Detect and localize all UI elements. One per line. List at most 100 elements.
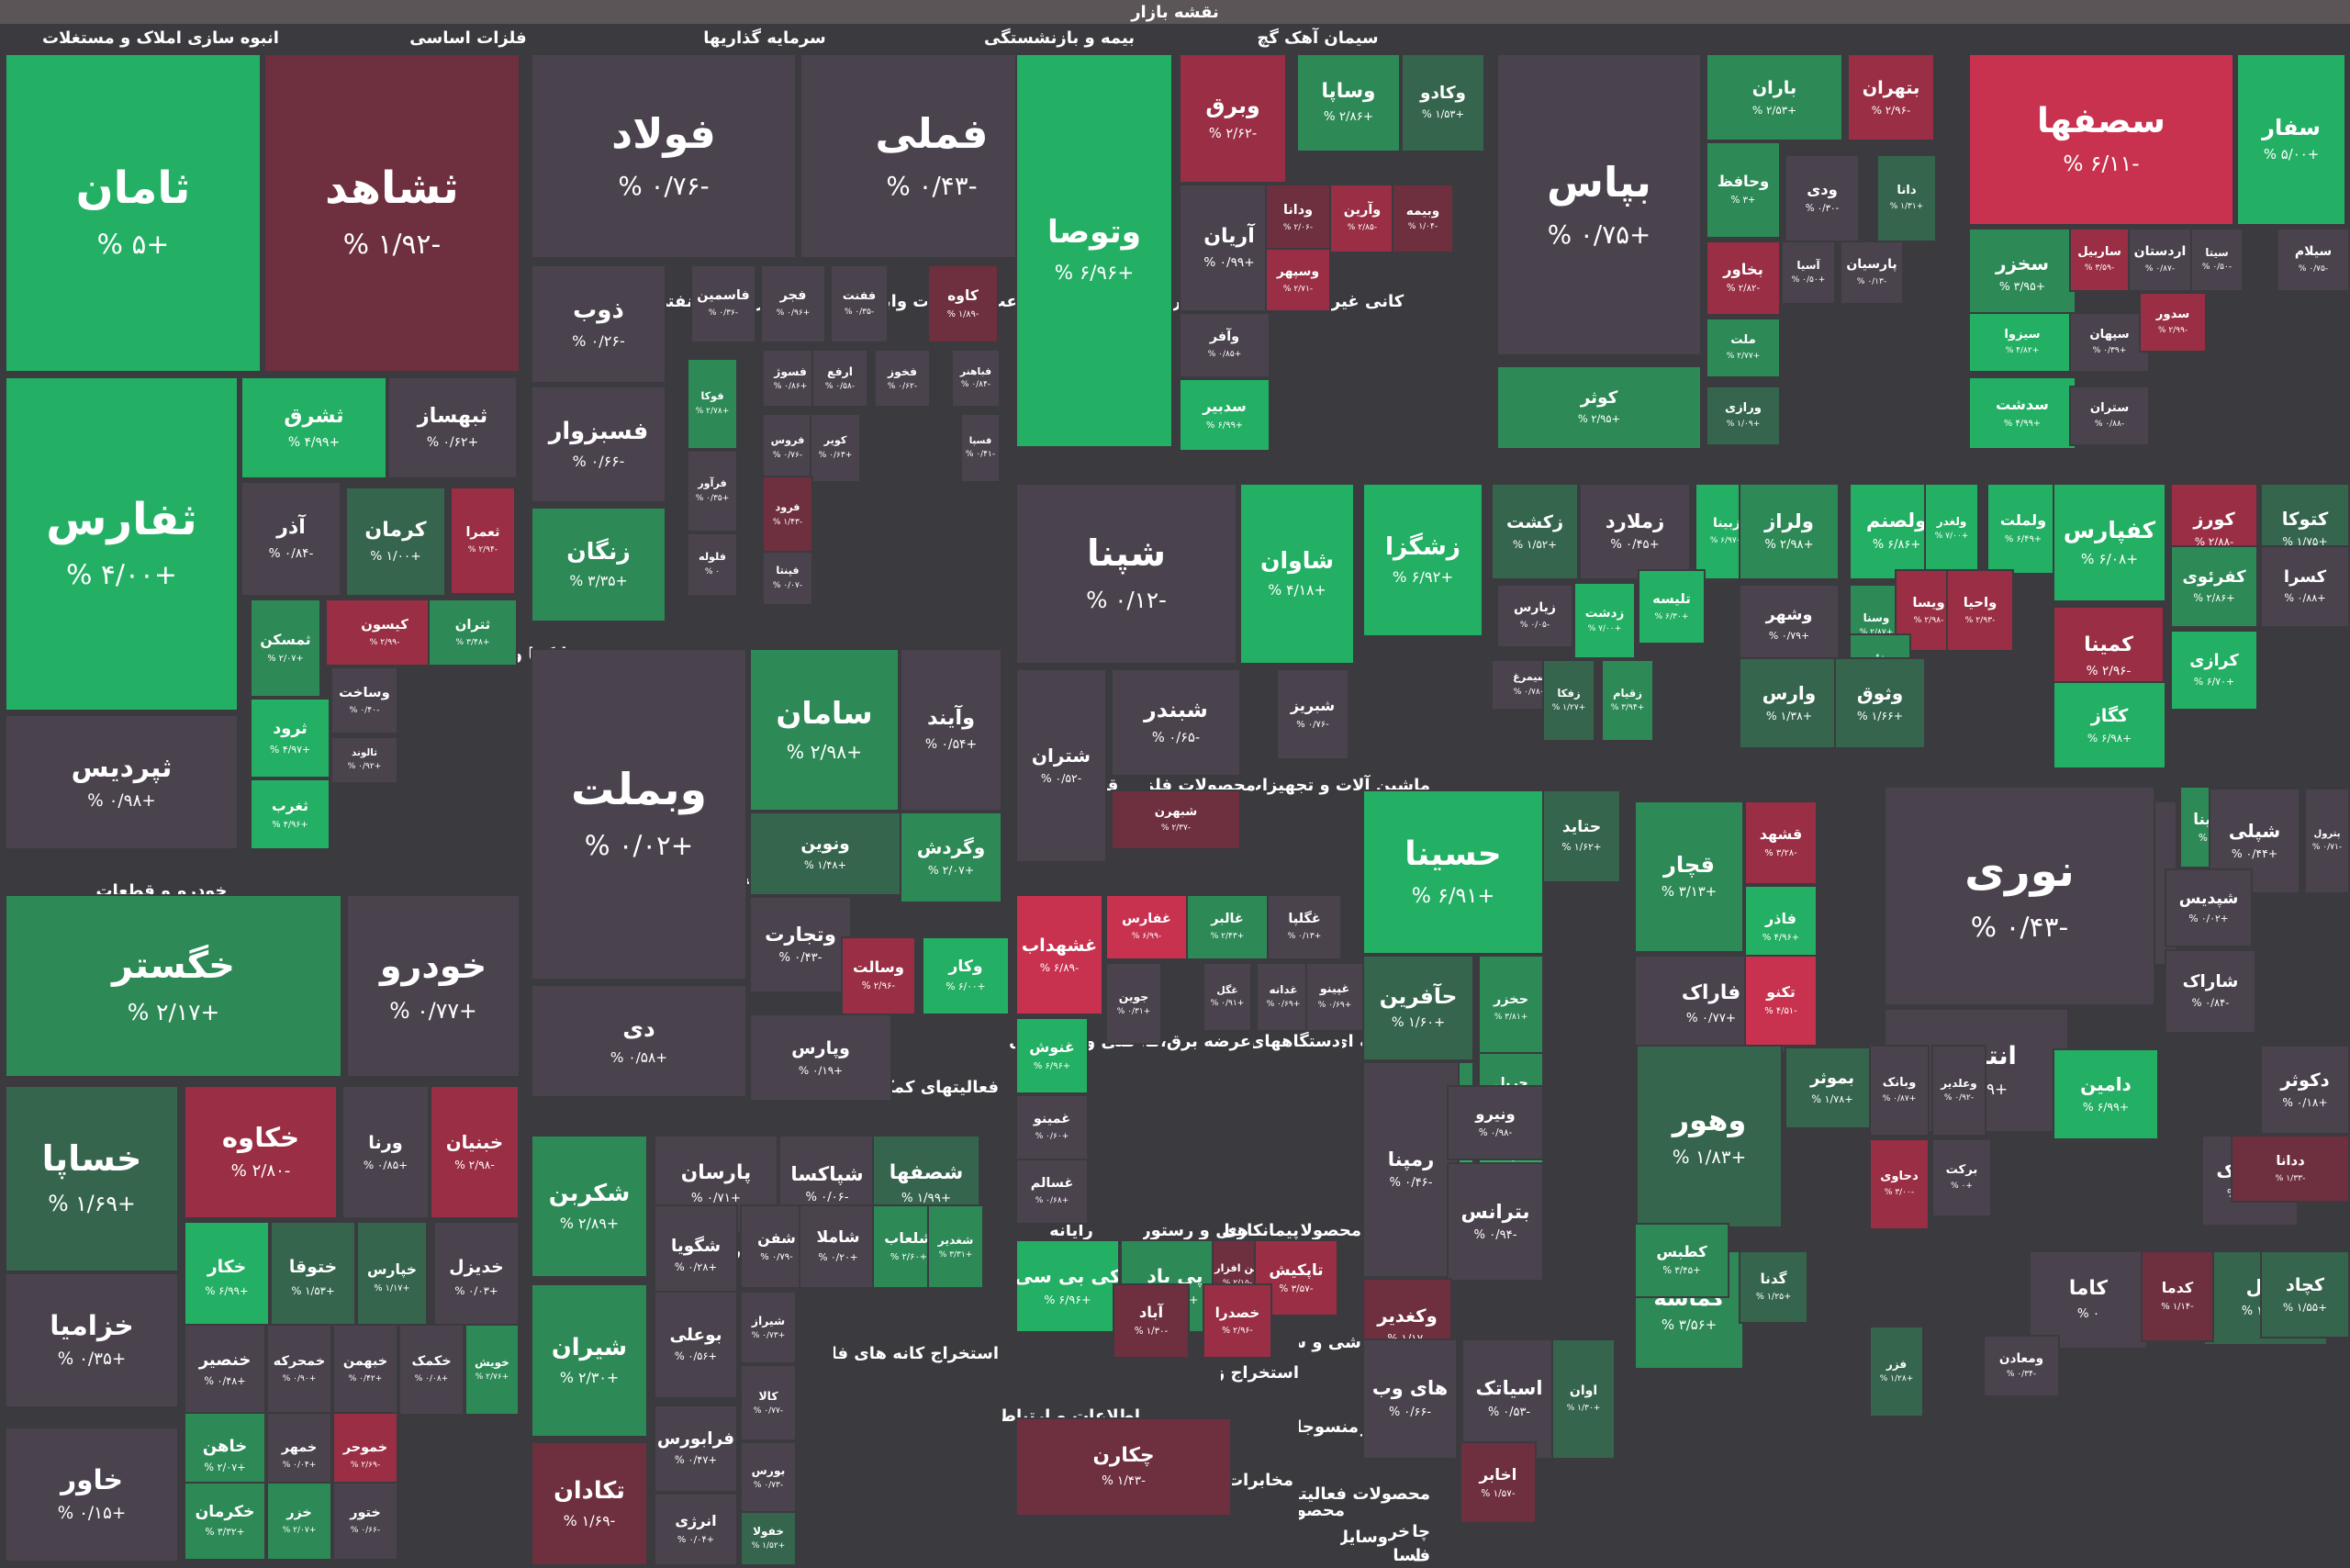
- stock-tile[interactable]: ددانا -۱/۳۳ %: [2231, 1135, 2350, 1203]
- stock-tile[interactable]: غنوش +۶/۹۶ %: [1015, 1017, 1089, 1094]
- stock-tile[interactable]: وارس +۱/۳۸ %: [1739, 657, 1840, 749]
- stock-tile[interactable]: زشگزا +۶/۹۲ %: [1362, 483, 1483, 637]
- stock-tile[interactable]: زدشت +۷/۰۰ %: [1573, 582, 1636, 659]
- stock-tile[interactable]: قچار +۳/۱۳ %: [1634, 801, 1744, 953]
- stock-tile[interactable]: فرآور +۰/۳۵ %: [687, 450, 738, 532]
- stock-tile[interactable]: سامان +۲/۹۸ %: [749, 648, 900, 812]
- stock-tile[interactable]: رمپنا -۰/۴۶ %: [1362, 1061, 1460, 1278]
- stock-tile[interactable]: دی +۰/۵۸ %: [531, 984, 747, 1098]
- stock-tile[interactable]: فرود -۱/۴۳ %: [762, 476, 813, 554]
- stock-tile[interactable]: ورنا +۰/۸۵ %: [341, 1085, 430, 1219]
- stock-tile[interactable]: خگستر +۲/۱۷ %: [5, 894, 342, 1078]
- stock-tile[interactable]: شکربن +۲/۸۹ %: [531, 1135, 648, 1278]
- stock-tile[interactable]: ثپردیس +۰/۹۸ %: [5, 714, 239, 850]
- stock-tile[interactable]: کویر +۰/۶۳ %: [810, 413, 861, 483]
- stock-tile[interactable]: کاوه -۱/۸۹ %: [927, 264, 999, 343]
- stock-tile[interactable]: انرژی +۰/۰۴ %: [654, 1493, 738, 1566]
- stock-tile[interactable]: واحیا -۲/۹۳ %: [1946, 569, 2014, 652]
- stock-tile[interactable]: شیران +۲/۳۰ %: [531, 1283, 648, 1438]
- stock-tile[interactable]: غدانه +۰/۶۹ %: [1256, 962, 1311, 1032]
- stock-tile[interactable]: ثبهساز +۰/۶۲ %: [387, 376, 518, 479]
- stock-tile[interactable]: خکار +۶/۹۹ %: [184, 1221, 270, 1335]
- stock-tile[interactable]: خدیزل +۰/۰۳ %: [433, 1221, 520, 1335]
- stock-tile[interactable]: غسالم +۰/۶۸ %: [1015, 1159, 1089, 1225]
- stock-tile[interactable]: سدور -۲/۹۹ %: [2139, 292, 2207, 353]
- stock-tile[interactable]: فسپا -۰/۴۱ %: [960, 413, 1001, 483]
- stock-tile[interactable]: کرمان +۱/۰۰ %: [345, 487, 446, 597]
- stock-tile[interactable]: کرازی +۶/۷۰ %: [2170, 630, 2258, 711]
- stock-tile[interactable]: ثغرب +۴/۹۶ %: [250, 778, 330, 850]
- stock-tile[interactable]: وتجارت -۰/۴۳ %: [749, 896, 852, 993]
- stock-tile[interactable]: غشهداب -۶/۸۹ %: [1015, 894, 1103, 1015]
- stock-tile[interactable]: پترول -۰/۷۱ %: [2304, 788, 2350, 894]
- stock-tile[interactable]: فپنتا -۰/۰۷ %: [762, 551, 813, 606]
- stock-tile[interactable]: خفولا +۱/۵۲ %: [740, 1511, 797, 1566]
- stock-tile[interactable]: سدشت +۴/۹۹ %: [1968, 376, 2076, 450]
- stock-tile[interactable]: شپنا -۰/۱۲ %: [1015, 483, 1237, 665]
- stock-tile[interactable]: خویش +۲/۷۶ %: [464, 1324, 520, 1416]
- stock-tile[interactable]: پارسیان -۰/۱۳ %: [1840, 241, 1904, 305]
- stock-tile[interactable]: خبهمن +۰/۴۲ %: [332, 1324, 398, 1416]
- stock-tile[interactable]: خکمک +۰/۰۸ %: [398, 1324, 464, 1416]
- stock-tile[interactable]: زکشت +۱/۵۲ %: [1491, 483, 1579, 580]
- stock-tile[interactable]: شغدیر +۳/۳۱ %: [927, 1204, 984, 1289]
- stock-tile[interactable]: زملارد +۰/۴۵ %: [1579, 483, 1691, 580]
- stock-tile[interactable]: بوعلی +۰/۵۶ %: [654, 1291, 738, 1399]
- stock-tile[interactable]: ثمسکن +۲/۰۷ %: [250, 599, 321, 698]
- stock-tile[interactable]: وبانک +۰/۸۷ %: [1869, 1045, 1930, 1137]
- stock-tile[interactable]: سصفها -۶/۱۱ %: [1968, 53, 2234, 226]
- stock-tile[interactable]: اردستان -۰/۸۷ %: [2128, 228, 2192, 292]
- stock-tile[interactable]: سپهان +۰/۳۹ %: [2069, 312, 2150, 373]
- stock-tile[interactable]: آسیا +۰/۵۰ %: [1781, 241, 1836, 305]
- stock-tile[interactable]: وشهر +۰/۷۹ %: [1739, 584, 1840, 665]
- stock-tile[interactable]: تکنو -۴/۵۱ %: [1744, 955, 1818, 1047]
- stock-tile[interactable]: آذر -۰/۸۴ %: [241, 481, 341, 597]
- stock-tile[interactable]: وثوق +۱/۶۶ %: [1834, 657, 1926, 749]
- stock-tile[interactable]: ملت +۲/۷۷ %: [1706, 318, 1781, 378]
- stock-tile[interactable]: کدما -۱/۱۴ %: [2141, 1250, 2214, 1342]
- stock-tile[interactable]: ورازی +۱/۰۹ %: [1706, 386, 1781, 446]
- stock-tile[interactable]: نوری -۰/۴۳ %: [1884, 786, 2155, 1006]
- stock-tile[interactable]: خکاوه -۲/۸۰ %: [184, 1085, 338, 1219]
- stock-tile[interactable]: خزامیا +۰/۳۵ %: [5, 1272, 179, 1408]
- stock-tile[interactable]: سخزر +۳/۹۵ %: [1968, 228, 2076, 319]
- stock-tile[interactable]: وحافظ +۳ %: [1706, 141, 1781, 239]
- stock-tile[interactable]: ختور -۰/۶۶ %: [332, 1482, 398, 1561]
- stock-tile[interactable]: شتران -۰/۵۲ %: [1015, 668, 1107, 863]
- stock-tile[interactable]: وسالت -۲/۹۶ %: [841, 936, 916, 1015]
- stock-tile[interactable]: چکارن -۱/۴۳ %: [1015, 1417, 1232, 1517]
- stock-tile[interactable]: تاپکیش -۳/۵۷ %: [1254, 1239, 1338, 1316]
- stock-tile[interactable]: خپارس +۱/۱۷ %: [356, 1221, 428, 1335]
- stock-tile[interactable]: دامین +۶/۹۹ %: [2053, 1048, 2159, 1140]
- stock-tile[interactable]: اسیاتک -۰/۵۳ %: [1461, 1338, 1557, 1460]
- stock-tile[interactable]: خنصیر +۰/۴۸ %: [184, 1324, 266, 1416]
- stock-tile[interactable]: ختوقا +۱/۵۳ %: [270, 1221, 356, 1335]
- stock-tile[interactable]: ستران -۰/۸۸ %: [2069, 386, 2150, 446]
- stock-tile[interactable]: حخزر +۳/۸۱ %: [1478, 955, 1544, 1061]
- stock-tile[interactable]: کاما ۰ %: [2029, 1250, 2148, 1350]
- stock-tile[interactable]: فرابورس +۰/۴۷ %: [654, 1405, 738, 1493]
- stock-tile[interactable]: فخوز -۰/۶۲ %: [874, 349, 931, 408]
- stock-tile[interactable]: خکرمان +۳/۳۲ %: [184, 1482, 266, 1561]
- stock-tile[interactable]: فولاد -۰/۷۶ %: [531, 53, 797, 259]
- stock-tile[interactable]: وعلدیر -۰/۹۲ %: [1931, 1045, 1986, 1137]
- stock-tile[interactable]: دحاوی -۳/۰۰ %: [1869, 1138, 1930, 1230]
- stock-tile[interactable]: وآفر +۰/۸۵ %: [1179, 312, 1270, 378]
- stock-tile[interactable]: بترانس -۰/۹۴ %: [1447, 1162, 1544, 1282]
- stock-tile[interactable]: فسبزوار -۰/۶۶ %: [531, 386, 666, 503]
- stock-tile[interactable]: تکادان -۱/۶۹ %: [531, 1441, 648, 1566]
- stock-tile[interactable]: بموثر +۱/۷۸ %: [1785, 1047, 1880, 1129]
- stock-tile[interactable]: ثالوند +۰/۹۲ %: [330, 736, 398, 784]
- stock-tile[interactable]: حسینا +۶/۹۱ %: [1362, 790, 1544, 955]
- stock-tile[interactable]: گدنا +۱/۲۵ %: [1739, 1250, 1808, 1324]
- stock-tile[interactable]: شگویا +۰/۲۸ %: [654, 1204, 738, 1307]
- stock-tile[interactable]: غگل +۰/۹۱ %: [1203, 962, 1252, 1032]
- stock-tile[interactable]: ثامان +۵ %: [5, 53, 262, 373]
- stock-tile[interactable]: کفپارس +۶/۰۸ %: [2053, 483, 2166, 602]
- stock-tile[interactable]: وپارس +۰/۱۹ %: [749, 1014, 892, 1102]
- stock-tile[interactable]: وکار +۶/۰۰ %: [922, 936, 1010, 1015]
- stock-tile[interactable]: خاور +۰/۱۵ %: [5, 1427, 179, 1562]
- stock-tile[interactable]: اخابر -۱/۵۷ %: [1460, 1441, 1537, 1524]
- stock-tile[interactable]: وساپا +۲/۸۶ %: [1296, 53, 1401, 152]
- stock-tile[interactable]: فلوله ۰ %: [687, 532, 738, 597]
